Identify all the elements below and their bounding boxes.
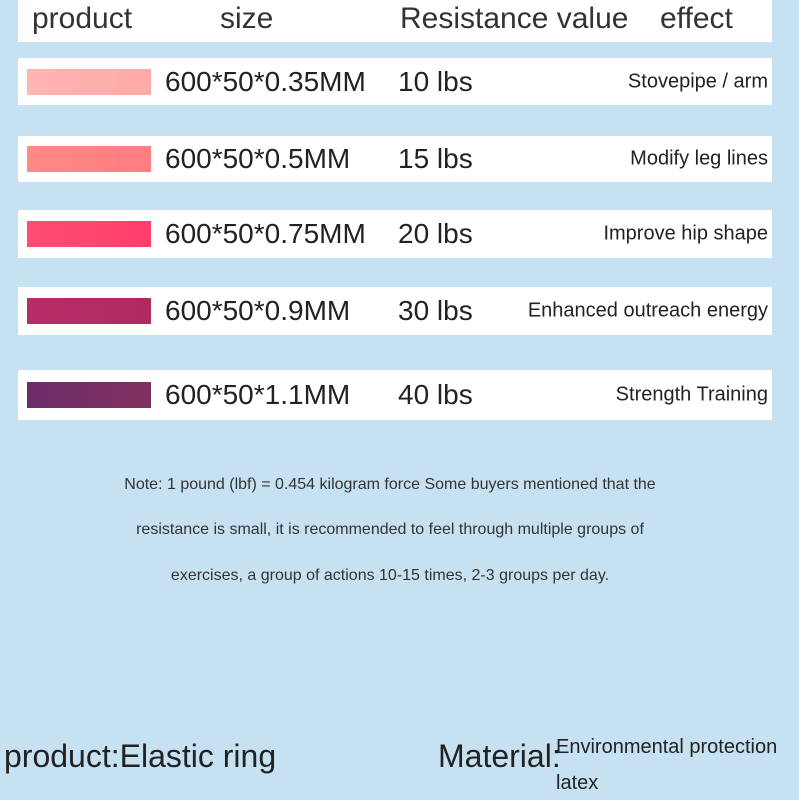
note-line: Note: 1 pound (lbf) = 0.454 kilogram for… [124,476,656,493]
footer-product: product:Elastic ring [4,738,276,775]
effect-cell: Modify leg lines [630,147,768,170]
table-row: 600*50*0.75MM 20 lbs Improve hip shape [18,210,772,258]
resistance-cell: 20 lbs [398,218,473,249]
header-cell: effect [660,2,733,35]
table-row: 600*50*0.9MM 30 lbs Enhanced outreach ener… [18,287,772,335]
size-cell: 600*50*0.9MM [165,295,351,326]
table-row: 600*50*0.35MM 10 lbs Stovepipe / arm [18,58,772,105]
size-cell: 600*50*0.5MM [165,143,351,174]
note-line: resistance is small, it is recommended t… [136,521,644,538]
footer-material-value: Environmental protection [556,736,778,758]
band-swatch [27,382,151,408]
header-cell: product [32,2,133,35]
header-cell: size [220,2,274,35]
resistance-cell: 15 lbs [398,143,473,174]
header-row: product size Resistance value effect [18,0,772,42]
label: product: [4,738,120,774]
size-cell: 600*50*0.75MM [165,218,366,249]
resistance-cell: 10 lbs [398,65,473,97]
header-cell: Resistance value [400,2,629,35]
table-row: 600*50*1.1MM 40 lbs Strength Training [18,370,772,420]
size-cell: 600*50*1.1MM [165,379,351,410]
value: Elastic ring [119,738,277,774]
band-swatch [27,146,151,172]
effect-cell: Strength Training [615,383,768,406]
note-line: exercises, a group of actions 10-15 time… [170,567,610,584]
band-swatch [27,221,151,247]
resistance-cell: 40 lbs [398,379,473,410]
band-swatch [27,298,151,324]
footer-material-label: Material: [438,738,561,774]
table-row: 600*50*0.5MM 15 lbs Modify leg lines [18,136,772,182]
effect-cell: Enhanced outreach energy [527,299,768,322]
footer-material-value: latex [556,772,599,794]
band-swatch [27,68,151,95]
size-cell: 600*50*0.35MM [165,65,366,97]
effect-cell: Improve hip shape [603,222,768,245]
resistance-cell: 30 lbs [398,295,473,326]
effect-cell: Stovepipe / arm [627,70,768,92]
